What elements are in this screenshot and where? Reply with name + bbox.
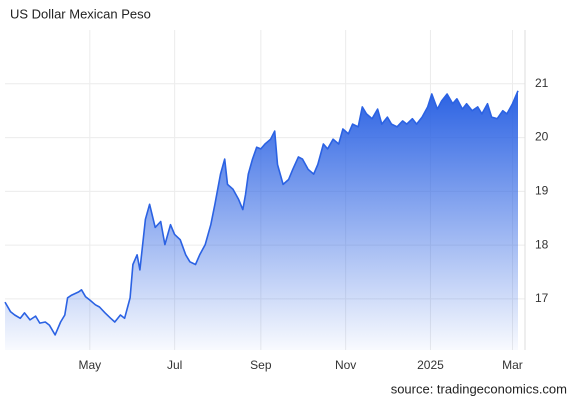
y-tick-label: 17	[535, 291, 549, 305]
x-tick-label: Nov	[335, 358, 356, 372]
y-tick-label: 18	[535, 237, 549, 251]
x-tick-label: 2025	[417, 358, 444, 372]
y-tick-label: 20	[535, 130, 549, 144]
x-tick-label: Sep	[250, 358, 272, 372]
x-tick-label: Mar	[502, 358, 523, 372]
chart-title: US Dollar Mexican Peso	[10, 6, 151, 21]
source: source: tradingeconomics.com	[391, 381, 567, 396]
area-fill	[5, 90, 518, 351]
x-tick-label: Jul	[167, 358, 182, 372]
line	[4, 90, 519, 336]
y-tick-label: 19	[535, 184, 549, 198]
y-tick-label: 21	[535, 76, 549, 90]
x-tick-label: May	[78, 358, 101, 372]
